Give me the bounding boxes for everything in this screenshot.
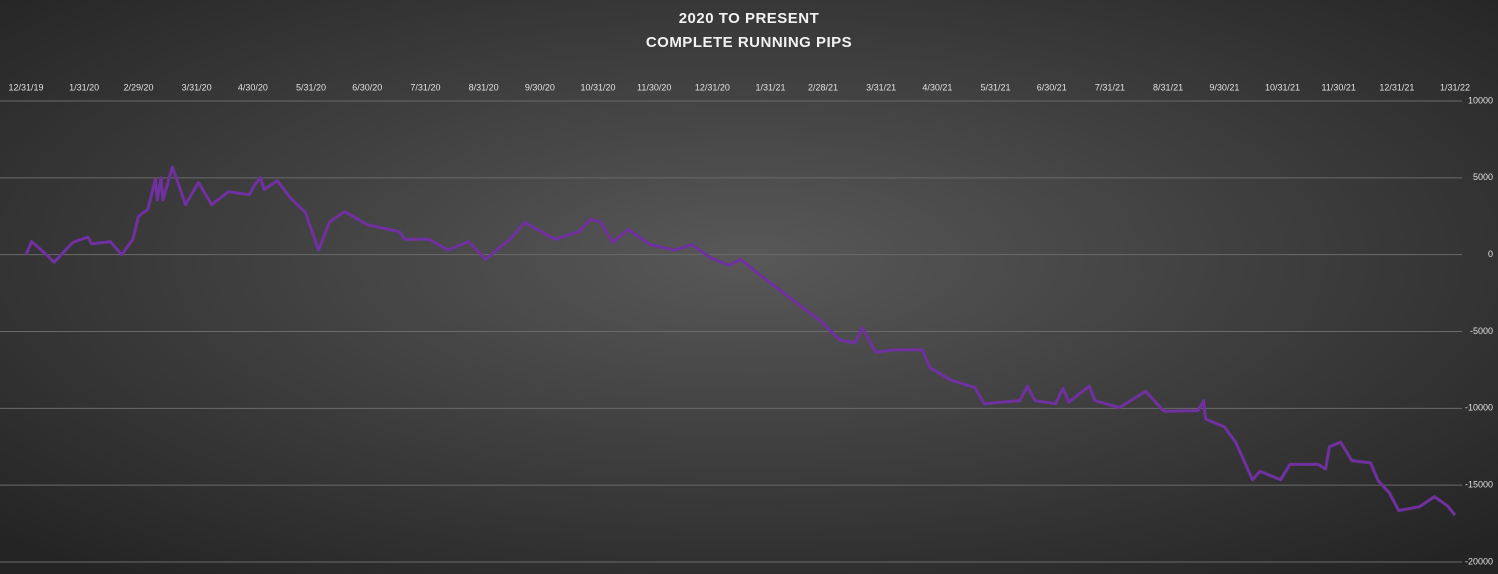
x-tick-label: 6/30/20 — [352, 82, 382, 92]
y-tick-label: 10000 — [1468, 95, 1493, 105]
y-tick-label: -15000 — [1465, 480, 1493, 490]
x-tick-label: 7/31/21 — [1095, 82, 1125, 92]
y-tick-label: -20000 — [1465, 556, 1493, 566]
x-tick-label: 12/31/19 — [8, 82, 43, 92]
data-line — [24, 165, 1457, 517]
x-tick-label: 9/30/21 — [1209, 82, 1239, 92]
x-tick-label: 3/31/21 — [866, 82, 896, 92]
x-tick-label: 6/30/21 — [1037, 82, 1067, 92]
x-tick-label: 12/31/20 — [695, 82, 730, 92]
chart-title: 2020 TO PRESENT — [679, 10, 820, 27]
y-tick-label: -10000 — [1465, 403, 1493, 413]
x-tick-label: 7/31/20 — [410, 82, 440, 92]
x-tick-label: 5/31/20 — [296, 82, 326, 92]
x-tick-label: 2/28/21 — [808, 82, 838, 92]
y-tick-label: 5000 — [1473, 172, 1493, 182]
x-tick-label: 8/31/21 — [1153, 82, 1183, 92]
x-tick-label: 2/29/20 — [124, 82, 154, 92]
y-tick-label: 0 — [1488, 249, 1493, 259]
x-tick-label: 11/30/21 — [1322, 82, 1356, 92]
x-tick-label: 8/31/20 — [469, 82, 499, 92]
x-tick-label: 4/30/21 — [922, 82, 952, 92]
x-tick-label: 4/30/20 — [238, 82, 268, 92]
x-tick-label: 12/31/21 — [1379, 82, 1414, 92]
x-tick-label: 11/30/20 — [637, 82, 671, 92]
x-tick-label: 10/31/20 — [580, 82, 615, 92]
x-tick-label: 5/31/21 — [981, 82, 1011, 92]
chart-subtitle: COMPLETE RUNNING PIPS — [646, 34, 852, 51]
y-tick-label: -5000 — [1470, 326, 1493, 336]
x-tick-label: 1/31/20 — [69, 82, 99, 92]
x-tick-label: 9/30/20 — [525, 82, 555, 92]
x-tick-label: 3/31/20 — [182, 82, 212, 92]
x-tick-label: 1/31/21 — [755, 82, 785, 92]
x-tick-label: 10/31/21 — [1265, 82, 1300, 92]
x-tick-label: 1/31/22 — [1440, 82, 1470, 92]
